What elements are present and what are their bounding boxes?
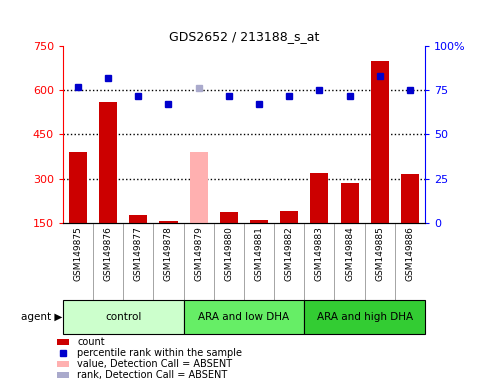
Bar [220, 212, 238, 223]
Bar [401, 174, 419, 223]
Bar [57, 339, 69, 344]
Text: GSM149885: GSM149885 [375, 227, 384, 281]
Bar [129, 215, 147, 223]
Text: ARA and low DHA: ARA and low DHA [199, 312, 289, 322]
Bar [304, 300, 425, 334]
Bar [159, 221, 178, 223]
Text: percentile rank within the sample: percentile rank within the sample [77, 348, 242, 358]
Text: GSM149883: GSM149883 [315, 227, 324, 281]
Text: ARA and high DHA: ARA and high DHA [316, 312, 413, 322]
Text: GSM149877: GSM149877 [134, 227, 143, 281]
Text: GSM149886: GSM149886 [405, 227, 414, 281]
Bar [371, 61, 389, 223]
Text: agent ▶: agent ▶ [21, 312, 63, 322]
Text: control: control [105, 312, 142, 322]
Text: GSM149879: GSM149879 [194, 227, 203, 281]
Bar [57, 361, 69, 366]
Bar [311, 173, 328, 223]
Text: rank, Detection Call = ABSENT: rank, Detection Call = ABSENT [77, 369, 227, 379]
Text: count: count [77, 336, 105, 347]
Bar [189, 152, 208, 223]
Text: value, Detection Call = ABSENT: value, Detection Call = ABSENT [77, 359, 232, 369]
Text: GSM149882: GSM149882 [284, 227, 294, 281]
Bar [69, 152, 87, 223]
Bar [341, 183, 358, 223]
Text: GSM149875: GSM149875 [73, 227, 83, 281]
Text: GSM149880: GSM149880 [224, 227, 233, 281]
Text: GSM149884: GSM149884 [345, 227, 354, 281]
Bar [250, 220, 268, 223]
Bar [280, 211, 298, 223]
Title: GDS2652 / 213188_s_at: GDS2652 / 213188_s_at [169, 30, 319, 43]
Text: GSM149878: GSM149878 [164, 227, 173, 281]
Bar [63, 300, 184, 334]
Text: GSM149876: GSM149876 [103, 227, 113, 281]
Text: GSM149881: GSM149881 [255, 227, 264, 281]
Bar [57, 372, 69, 377]
Bar [99, 102, 117, 223]
Bar [184, 300, 304, 334]
